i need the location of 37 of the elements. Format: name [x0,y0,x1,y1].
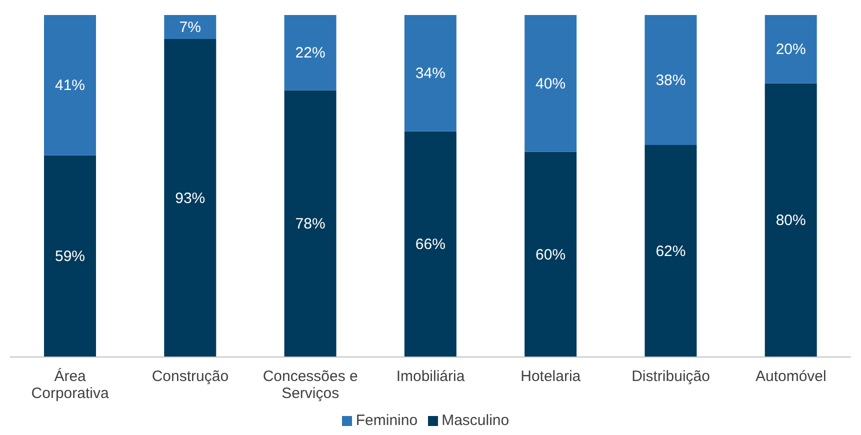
bar [404,131,456,357]
data-label: 62% [656,242,686,260]
bar [284,90,336,357]
legend-label: Feminino [356,412,418,429]
x-tick-label: Automóvel [755,368,826,385]
x-tick-label: Imobiliária [396,368,466,385]
x-tick-label: Área Corporativa [31,367,110,402]
x-tick-label: Hotelaria [520,368,582,385]
data-label: 66% [415,236,446,254]
bar [164,15,216,39]
bar [644,144,697,357]
bar [404,15,456,132]
x-tick-label: Construção [152,368,229,385]
data-label: 20% [776,41,806,58]
bar [764,83,817,357]
bar [524,152,577,357]
bar [164,38,216,357]
bar [44,15,96,156]
data-label: 78% [295,216,326,233]
x-tick-label: Distribuição [632,368,710,385]
data-label: 59% [54,248,86,266]
bar [764,15,817,84]
x-tick-label: Concessões e Serviços [262,368,358,402]
bar [284,15,336,90]
data-label: 93% [175,190,206,207]
data-label: 60% [536,246,566,264]
bar [644,15,697,145]
data-label: 7% [179,18,201,36]
data-label: 41% [54,77,86,94]
legend-label: Masculino [442,412,510,429]
data-label: 80% [776,212,806,230]
data-label: 38% [656,72,686,89]
data-label: 40% [536,75,566,92]
bar [524,15,577,152]
bar [44,155,96,357]
data-label: 22% [295,44,326,62]
data-label: 34% [415,65,446,82]
